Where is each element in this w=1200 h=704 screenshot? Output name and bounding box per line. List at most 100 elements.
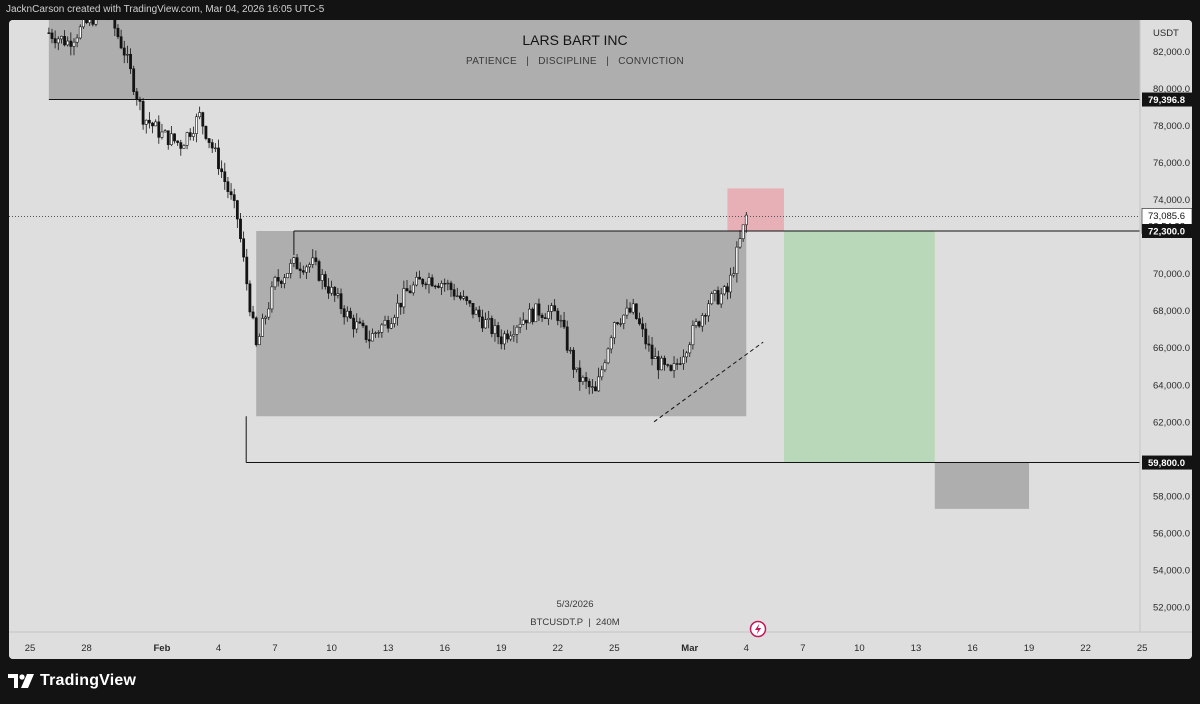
candle <box>546 304 550 326</box>
target-label: 59,800.0 <box>1142 455 1192 470</box>
candle <box>342 305 346 325</box>
candle <box>653 347 657 359</box>
candle <box>515 324 519 344</box>
candle <box>276 269 280 287</box>
candle <box>663 355 667 371</box>
candle <box>195 113 198 143</box>
candle <box>722 285 726 296</box>
trend-line[interactable] <box>653 341 764 423</box>
top-bar: JacknCarson created with TradingView.com… <box>0 0 1200 20</box>
price-chart[interactable]: LARS BART INC PATIENCE | DISCIPLINE | CO… <box>9 20 1192 659</box>
candle <box>556 307 560 326</box>
y-tick-label: 66,000.0 <box>1153 343 1190 354</box>
candle <box>641 317 645 338</box>
candle <box>710 291 714 306</box>
candle <box>176 140 180 146</box>
lower-zone[interactable] <box>934 462 1030 509</box>
tradingview-mark-icon <box>8 674 34 688</box>
candle <box>289 259 293 279</box>
candle <box>528 303 531 324</box>
candle <box>119 29 123 50</box>
x-tick-label: 4 <box>216 643 221 654</box>
candle <box>531 307 535 325</box>
candle <box>298 262 302 279</box>
candle <box>220 160 224 179</box>
candle <box>179 139 183 156</box>
x-tick-label: 16 <box>439 643 450 654</box>
candle <box>622 314 626 330</box>
candle <box>581 375 585 385</box>
x-tick-label: 7 <box>800 643 805 654</box>
candle <box>157 115 161 144</box>
stop-zone[interactable] <box>727 188 784 231</box>
candle <box>154 119 158 127</box>
candle <box>173 133 176 144</box>
candle <box>741 224 745 242</box>
author-credit: JacknCarson created with TradingView.com… <box>6 4 325 15</box>
x-tick-label: 25 <box>1137 643 1148 654</box>
candle <box>572 347 575 379</box>
candle <box>355 313 359 334</box>
candle <box>465 295 469 305</box>
upper-zone-bottom-text: 79,396.8 <box>1148 95 1185 106</box>
candle <box>198 106 202 120</box>
candle <box>518 317 522 334</box>
chart-panel[interactable]: LARS BART INC PATIENCE | DISCIPLINE | CO… <box>9 20 1192 659</box>
candle <box>226 177 230 199</box>
candle <box>267 302 271 320</box>
candle <box>584 372 588 389</box>
candle <box>430 274 434 287</box>
upper-supply-zone[interactable] <box>48 20 1141 100</box>
candle <box>213 143 217 152</box>
y-tick-label: 82,000.0 <box>1153 47 1190 58</box>
candle <box>415 271 418 287</box>
candle <box>625 299 629 319</box>
candle <box>493 319 497 342</box>
candle <box>248 280 252 317</box>
candle <box>60 35 63 44</box>
candle <box>88 20 92 26</box>
candle <box>232 188 236 209</box>
candle <box>509 331 513 342</box>
candle <box>408 285 412 294</box>
x-tick-label: 4 <box>744 643 749 654</box>
candle <box>361 319 365 329</box>
candle <box>75 34 79 48</box>
candle <box>587 378 591 395</box>
candle <box>537 298 541 321</box>
candle <box>188 128 192 141</box>
candle <box>63 30 66 47</box>
candle <box>600 365 604 381</box>
candle <box>163 129 167 133</box>
tradingview-logo[interactable]: TradingView <box>8 672 136 690</box>
candle <box>682 349 685 370</box>
candle <box>251 305 255 320</box>
candle <box>694 318 698 329</box>
candle <box>405 280 409 292</box>
candle <box>459 291 462 301</box>
lightning-icon[interactable] <box>749 620 767 638</box>
candle <box>612 321 616 345</box>
candle <box>386 315 390 333</box>
range-box[interactable] <box>256 230 747 417</box>
candle <box>371 328 374 342</box>
candle <box>619 318 623 327</box>
candle <box>666 363 670 368</box>
entry-label: 72,300.0 <box>1142 223 1192 238</box>
candle <box>317 259 321 282</box>
candle <box>393 314 396 328</box>
candle <box>201 111 205 135</box>
candle <box>594 381 597 392</box>
target-zone[interactable] <box>784 230 935 463</box>
candle <box>553 299 557 312</box>
candle <box>631 298 635 315</box>
candle <box>358 317 362 324</box>
candle <box>56 36 60 51</box>
candle <box>471 302 475 319</box>
candle <box>132 65 136 95</box>
y-tick-label: 62,000.0 <box>1153 417 1190 428</box>
candle <box>603 359 607 373</box>
y-tick-label: 68,000.0 <box>1153 306 1190 317</box>
candle <box>138 96 142 111</box>
y-tick-label: 54,000.0 <box>1153 566 1190 577</box>
